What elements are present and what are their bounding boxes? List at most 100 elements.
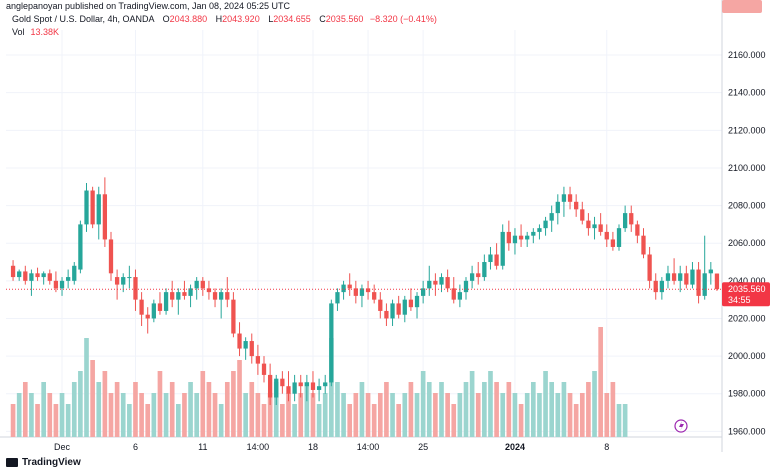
- candle-body: [702, 273, 707, 296]
- candle-body: [78, 224, 83, 270]
- volume-bar: [90, 360, 95, 437]
- volume-bar: [622, 404, 628, 437]
- candle-body: [408, 299, 414, 308]
- change-value: −8.320 (−0.41%): [369, 14, 437, 24]
- volume-bar: [439, 382, 444, 437]
- price-tick-label: 1980.000: [728, 389, 766, 399]
- candle-body: [188, 288, 193, 296]
- candle-body: [543, 220, 548, 229]
- candle-body: [200, 280, 205, 289]
- time-tick-label: 14:00: [357, 442, 380, 452]
- volume-bar: [267, 393, 273, 437]
- volume-bar: [255, 393, 261, 437]
- volume-bar: [200, 371, 206, 437]
- candle-body: [157, 303, 163, 311]
- volume-bar: [469, 371, 475, 437]
- candle-body: [47, 273, 52, 281]
- time-tick-label: 2024: [505, 442, 525, 452]
- candle-body: [696, 269, 701, 296]
- volume-bar: [506, 382, 512, 437]
- tradingview-logo[interactable]: TradingView: [6, 457, 81, 468]
- candle-body: [237, 333, 242, 349]
- volume-bar: [488, 371, 493, 437]
- candle-body: [316, 386, 322, 390]
- volume-bar: [139, 393, 144, 437]
- volume-label[interactable]: Vol: [12, 27, 25, 37]
- open-label: O: [162, 14, 170, 24]
- volume-bar: [22, 382, 28, 437]
- volume-bar: [169, 382, 175, 437]
- brand-name: TradingView: [22, 457, 81, 468]
- volume-bar: [273, 382, 279, 437]
- volume-bar: [127, 404, 132, 437]
- volume-bar: [286, 393, 291, 437]
- volume-bar: [457, 393, 463, 437]
- volume-bar: [592, 371, 597, 437]
- volume-bar: [212, 393, 218, 437]
- volume-bar: [298, 393, 304, 437]
- candle-body: [17, 271, 22, 278]
- volume-bar: [188, 382, 193, 437]
- candle-body: [390, 303, 395, 319]
- candle-body: [469, 273, 475, 281]
- candle-body: [451, 288, 456, 300]
- candle-body: [182, 292, 187, 296]
- volume-bar: [463, 382, 469, 437]
- volume-bar: [10, 404, 16, 437]
- volume-bar: [433, 393, 438, 437]
- candle-body: [243, 341, 248, 349]
- candle-body: [378, 299, 383, 311]
- volume-bar: [384, 382, 389, 437]
- candle-body: [139, 299, 144, 315]
- volume-bar: [175, 404, 181, 437]
- time-tick-label: 25: [418, 442, 428, 452]
- candle-body: [445, 277, 450, 289]
- volume-bar: [555, 393, 561, 437]
- volume-bar: [194, 393, 200, 437]
- volume-bar: [231, 371, 236, 437]
- countdown-label: 34:55: [728, 295, 751, 305]
- volume-bar: [329, 338, 334, 437]
- volume-bar: [543, 371, 548, 437]
- volume-bar: [573, 404, 579, 437]
- candle-body: [84, 190, 89, 225]
- candle-body: [310, 382, 316, 390]
- candle-body: [10, 265, 16, 278]
- candle-body: [592, 224, 597, 229]
- candle-body: [402, 299, 407, 315]
- lightning-bolt-glyph: [679, 421, 684, 431]
- price-tick-label: 2160.000: [728, 50, 766, 60]
- time-tick-label: 18: [308, 442, 318, 452]
- candle-body: [512, 235, 518, 244]
- symbol-title[interactable]: Gold Spot / U.S. Dollar, 4h, OANDA: [12, 14, 155, 24]
- volume-bar: [84, 338, 89, 437]
- candle-body: [29, 273, 34, 281]
- volume-bar: [530, 382, 536, 437]
- candle-body: [622, 213, 628, 229]
- volume-bar: [120, 393, 126, 437]
- volume-bar: [243, 393, 248, 437]
- volume-bar: [341, 393, 346, 437]
- candle-body: [488, 254, 493, 263]
- candle-body: [212, 292, 218, 300]
- high-label: H: [215, 14, 223, 24]
- time-tick-label: 11: [198, 442, 207, 452]
- candle-body: [671, 273, 677, 281]
- candle-body: [274, 378, 279, 398]
- volume-bar: [16, 393, 22, 437]
- volume-bar: [157, 371, 163, 437]
- time-tick-label: Dec: [54, 442, 71, 452]
- candle-body: [384, 310, 389, 319]
- price-tick-label: 2040.000: [728, 276, 766, 286]
- time-tick-label: 6: [133, 442, 138, 452]
- volume-bar: [347, 404, 353, 437]
- candle-body: [494, 254, 499, 266]
- candle-body: [506, 231, 511, 244]
- candle-body: [23, 271, 28, 281]
- volume-bar: [206, 382, 212, 437]
- high-value: 2043.920: [222, 14, 260, 24]
- volume-badge-label: 13.38K: [728, 0, 757, 2]
- volume-bar: [78, 371, 83, 437]
- candle-body: [586, 220, 591, 229]
